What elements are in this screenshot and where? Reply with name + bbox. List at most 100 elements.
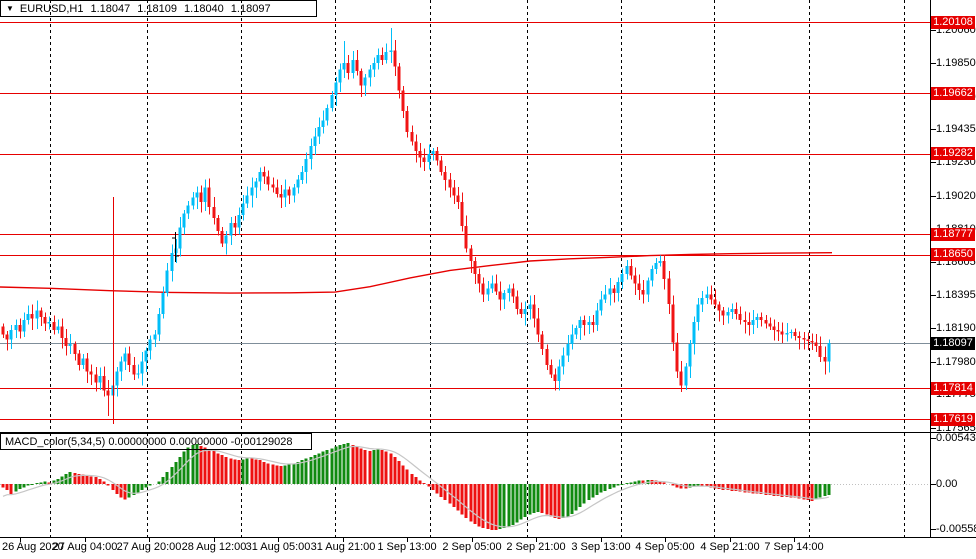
macd-histogram-bar xyxy=(195,444,199,484)
candle-body xyxy=(380,55,384,60)
macd-histogram-bar xyxy=(346,443,350,484)
candle-body xyxy=(464,226,468,249)
candle-body xyxy=(115,371,119,386)
candle-body xyxy=(368,69,372,78)
macd-histogram-bar xyxy=(338,444,342,484)
candle-body xyxy=(637,283,641,290)
macd-histogram-bar xyxy=(641,480,645,484)
candle-body xyxy=(47,321,51,324)
candle-body xyxy=(64,337,68,346)
macd-histogram-bar xyxy=(494,484,498,530)
macd-histogram-bar xyxy=(772,484,776,496)
macd-histogram-bar xyxy=(56,478,60,484)
macd-histogram-bar xyxy=(14,484,18,492)
candle-body xyxy=(81,358,85,365)
candle-body xyxy=(431,151,435,155)
macd-histogram-bar xyxy=(254,459,258,484)
price-level-badge: 1.20108 xyxy=(931,16,975,29)
candle-body xyxy=(292,187,296,196)
macd-histogram-bar xyxy=(452,484,456,507)
macd-histogram-bar xyxy=(443,484,447,501)
candle-body xyxy=(30,313,34,319)
macd-histogram-bar xyxy=(35,483,39,484)
macd-histogram-bar xyxy=(170,467,174,484)
candle-body xyxy=(507,288,511,294)
macd-histogram-bar xyxy=(422,483,426,484)
macd-histogram-bar xyxy=(730,484,734,491)
macd-histogram-bar xyxy=(486,484,490,529)
macd-histogram-bar xyxy=(22,484,26,488)
candle-body xyxy=(608,288,612,295)
macd-histogram-bar xyxy=(688,484,692,488)
candle-body xyxy=(342,63,346,70)
candle-body xyxy=(73,344,77,354)
macd-histogram-bar xyxy=(216,453,220,484)
macd-histogram-bar xyxy=(178,456,182,484)
candle-body xyxy=(591,321,595,325)
candle-body xyxy=(587,321,591,325)
price-tick-label: 1.19850 xyxy=(936,57,976,69)
candle-body xyxy=(355,60,359,72)
symbol-dropdown-icon[interactable]: ▼ xyxy=(6,4,14,13)
candle-body xyxy=(85,358,89,372)
macd-histogram-bar xyxy=(321,451,325,484)
candle-body xyxy=(410,131,414,142)
macd-histogram-bar xyxy=(296,461,300,484)
candle-body xyxy=(199,192,203,203)
macd-histogram-bar xyxy=(77,473,81,484)
candle-body xyxy=(132,364,136,375)
candle-body xyxy=(658,261,662,263)
price-level-badge: 1.18777 xyxy=(931,228,975,241)
macd-histogram-bar xyxy=(85,475,89,484)
macd-histogram-bar xyxy=(464,484,468,518)
candle-body xyxy=(523,309,527,314)
macd-histogram-bar xyxy=(94,477,98,484)
macd-indicator-label-box: MACD_color(5,34,5) 0.00000000 0.00000000… xyxy=(0,433,312,450)
macd-histogram-bar xyxy=(473,484,477,524)
candle-body xyxy=(705,294,709,298)
macd-histogram-bar xyxy=(713,484,717,489)
candle-body xyxy=(405,111,409,132)
candle-body xyxy=(389,50,393,52)
candle-body xyxy=(823,356,827,362)
macd-histogram-bar xyxy=(351,444,355,484)
candle-body xyxy=(186,205,190,214)
candle-body xyxy=(313,136,317,147)
macd-histogram-bar xyxy=(410,473,414,484)
macd-scale-zero-label: 0.00 xyxy=(936,478,958,490)
candle-body xyxy=(717,304,721,311)
macd-histogram-bar xyxy=(612,484,616,488)
macd-histogram-bar xyxy=(368,450,372,484)
macd-histogram-bar xyxy=(207,449,211,484)
macd-histogram-bar xyxy=(275,465,279,484)
macd-histogram-bar xyxy=(26,484,30,486)
candle-body xyxy=(321,120,325,128)
macd-histogram-bar xyxy=(599,484,603,493)
candle-body xyxy=(528,304,532,310)
macd-histogram-bar xyxy=(233,459,237,484)
candle-body xyxy=(625,265,629,274)
candle-body xyxy=(726,312,730,316)
macd-histogram-bar xyxy=(498,484,502,529)
macd-histogram-bar xyxy=(258,460,262,484)
candle-body xyxy=(393,50,397,67)
macd-histogram-bar xyxy=(132,484,136,496)
candle-body xyxy=(772,326,776,330)
candle-body xyxy=(279,194,283,198)
macd-histogram-bar xyxy=(658,481,662,484)
macd-histogram-bar xyxy=(161,477,165,484)
candle-body xyxy=(123,353,127,362)
candle-body xyxy=(317,127,321,137)
macd-histogram-bar xyxy=(827,484,831,495)
candle-body xyxy=(376,55,380,64)
chart-title-box[interactable]: ▼ EURUSD,H1 1.18047 1.18109 1.18040 1.18… xyxy=(0,0,317,17)
macd-histogram-bar xyxy=(608,484,612,490)
macd-histogram-bar xyxy=(283,465,287,484)
price-level-badge: 1.17814 xyxy=(931,382,975,395)
candle-body xyxy=(616,281,620,294)
macd-histogram-bar xyxy=(578,484,582,507)
macd-histogram-bar xyxy=(818,484,822,498)
macd-histogram-bar xyxy=(241,459,245,484)
